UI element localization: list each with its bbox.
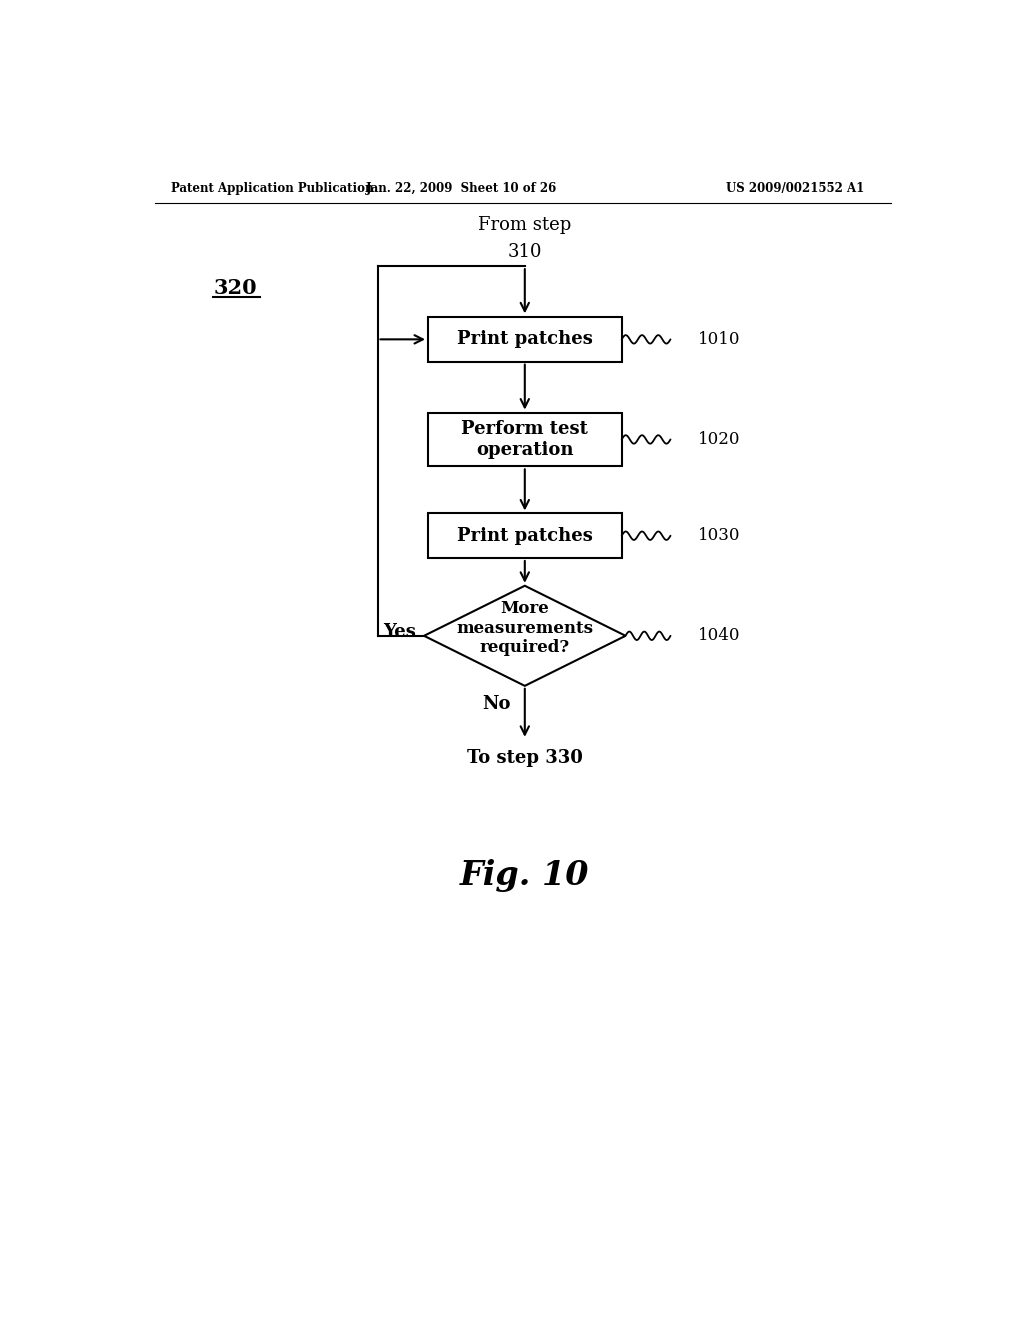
Text: Print patches: Print patches (457, 330, 593, 348)
FancyBboxPatch shape (428, 413, 622, 466)
Text: Yes: Yes (383, 623, 417, 642)
Text: 1040: 1040 (697, 627, 740, 644)
FancyBboxPatch shape (428, 317, 622, 362)
Text: Patent Application Publication: Patent Application Publication (171, 182, 373, 194)
Text: Print patches: Print patches (457, 527, 593, 545)
Text: 1010: 1010 (697, 331, 740, 348)
Text: 1020: 1020 (697, 430, 740, 447)
Text: More
measurements
required?: More measurements required? (457, 601, 593, 656)
Polygon shape (424, 586, 626, 686)
Text: Jan. 22, 2009  Sheet 10 of 26: Jan. 22, 2009 Sheet 10 of 26 (366, 182, 557, 194)
Text: To step 330: To step 330 (467, 748, 583, 767)
Text: No: No (482, 696, 511, 713)
Text: 310: 310 (508, 243, 542, 261)
FancyBboxPatch shape (428, 513, 622, 558)
Text: US 2009/0021552 A1: US 2009/0021552 A1 (726, 182, 864, 194)
Text: 1030: 1030 (697, 527, 740, 544)
Text: Fig. 10: Fig. 10 (460, 859, 590, 892)
Text: Perform test
operation: Perform test operation (462, 420, 588, 459)
Text: From step: From step (478, 216, 571, 234)
Text: 320: 320 (213, 277, 257, 298)
